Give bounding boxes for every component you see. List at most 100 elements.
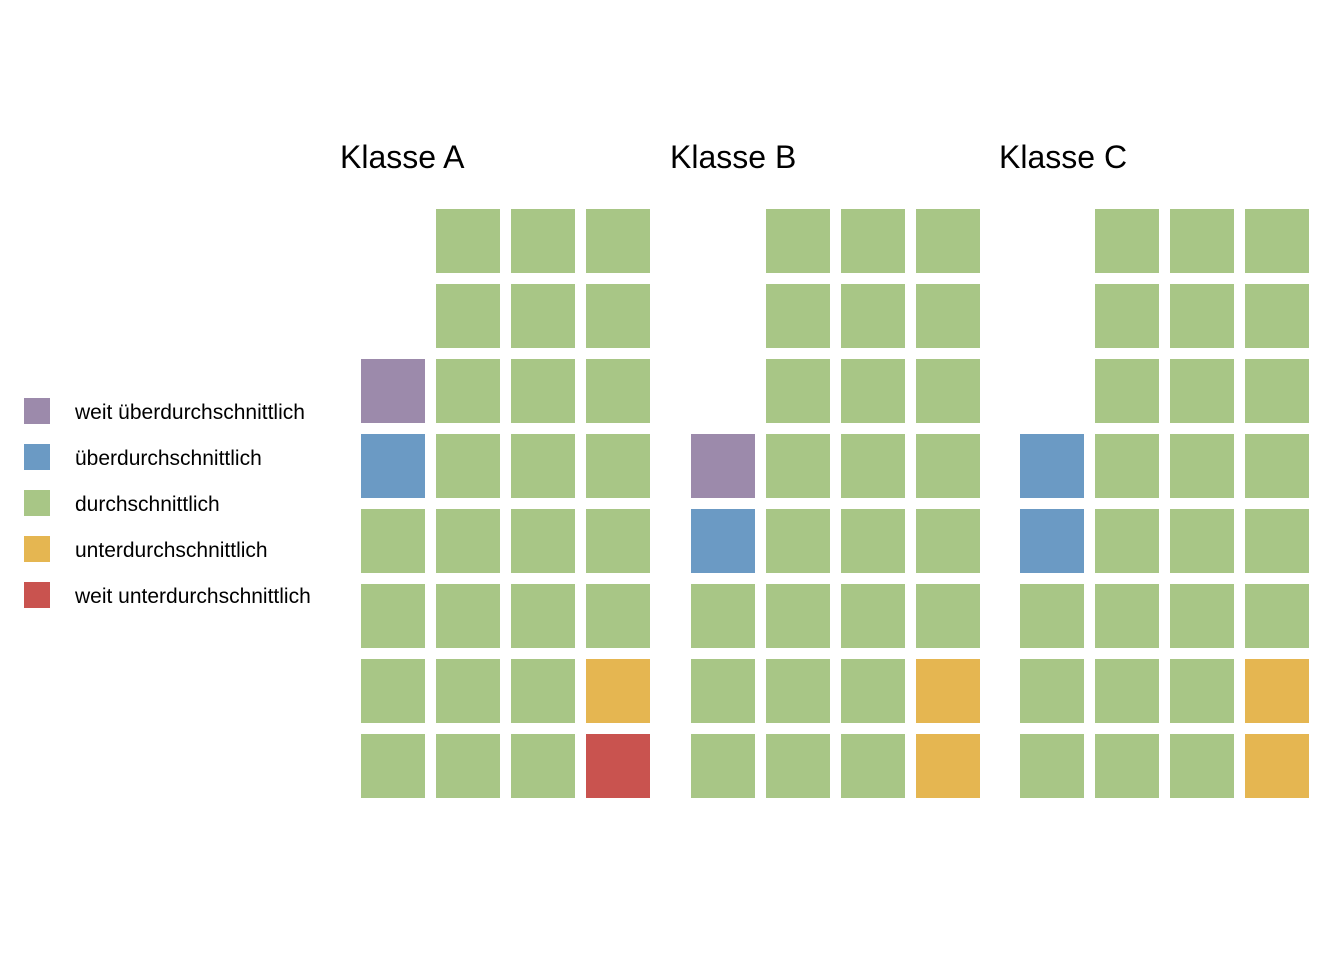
waffle-cell [511, 284, 575, 348]
waffle-cell [1170, 284, 1234, 348]
legend-item: überdurchschnittlich [24, 444, 262, 470]
waffle-cell [1170, 509, 1234, 573]
panel-title: Klasse B [670, 139, 796, 175]
waffle-cell [841, 734, 905, 798]
waffle-cell [586, 359, 650, 423]
waffle-cell [361, 434, 425, 498]
waffle-cell [841, 434, 905, 498]
waffle-cell [1020, 734, 1084, 798]
waffle-cell [1095, 209, 1159, 273]
legend-item: weit unterdurchschnittlich [24, 582, 311, 608]
waffle-cell [1095, 434, 1159, 498]
waffle-cell [841, 509, 905, 573]
waffle-cell [1170, 209, 1234, 273]
waffle-cell [1095, 284, 1159, 348]
waffle-cell [916, 209, 980, 273]
chart-panels: Klasse A Klasse B Klasse C [340, 139, 1309, 798]
legend-label: weit überdurchschnittlich [74, 401, 305, 424]
legend-swatch [24, 490, 50, 516]
waffle-cell [1095, 359, 1159, 423]
waffle-cell [691, 584, 755, 648]
waffle-cell [436, 359, 500, 423]
waffle-cell [586, 284, 650, 348]
legend-swatch [24, 444, 50, 470]
waffle-cell [916, 659, 980, 723]
waffle-cell [916, 284, 980, 348]
waffle-cell [1170, 434, 1234, 498]
waffle-cell [1170, 734, 1234, 798]
waffle-cell [766, 359, 830, 423]
waffle-cell [586, 509, 650, 573]
waffle-cell [766, 284, 830, 348]
waffle-cell [436, 509, 500, 573]
legend-swatch [24, 536, 50, 562]
waffle-cell [1245, 584, 1309, 648]
waffle-cell [841, 284, 905, 348]
legend-label: durchschnittlich [75, 493, 220, 516]
waffle-cell [1170, 584, 1234, 648]
waffle-cell [511, 509, 575, 573]
waffle-cell [1095, 734, 1159, 798]
waffle-cell [916, 509, 980, 573]
waffle-cell [1245, 284, 1309, 348]
waffle-cell [586, 209, 650, 273]
waffle-cell [766, 659, 830, 723]
waffle-cell [841, 359, 905, 423]
waffle-cell [586, 734, 650, 798]
waffle-cell [1245, 434, 1309, 498]
legend-item: unterdurchschnittlich [24, 536, 268, 562]
waffle-cell [1245, 209, 1309, 273]
legend-swatch [24, 398, 50, 424]
panel-klasse-b: Klasse B [670, 139, 980, 798]
waffle-cell [436, 659, 500, 723]
legend: weit überdurchschnittlich überdurchschnit… [24, 398, 311, 608]
legend-label: weit unterdurchschnittlich [74, 585, 311, 608]
waffle-cell [766, 584, 830, 648]
waffle-cell [1020, 659, 1084, 723]
panel-klasse-a: Klasse A [340, 139, 650, 798]
waffle-cell [841, 209, 905, 273]
waffle-cell [511, 584, 575, 648]
waffle-cell [841, 584, 905, 648]
waffle-cell [1245, 359, 1309, 423]
waffle-cell [511, 359, 575, 423]
waffle-cell [1170, 359, 1234, 423]
waffle-cell [436, 209, 500, 273]
waffle-cell [511, 209, 575, 273]
waffle-cell [436, 284, 500, 348]
panel-title: Klasse A [340, 139, 465, 175]
waffle-cell [361, 734, 425, 798]
waffle-cell [1245, 659, 1309, 723]
waffle-cell [1020, 584, 1084, 648]
waffle-cell [436, 434, 500, 498]
waffle-cell [1020, 434, 1084, 498]
waffle-cell [586, 659, 650, 723]
waffle-cell [586, 434, 650, 498]
waffle-cell [511, 734, 575, 798]
waffle-cell [1095, 659, 1159, 723]
legend-item: durchschnittlich [24, 490, 220, 516]
waffle-cell [436, 584, 500, 648]
panel-klasse-c: Klasse C [999, 139, 1309, 798]
waffle-cell [766, 509, 830, 573]
waffle-cell [916, 584, 980, 648]
waffle-cell [766, 734, 830, 798]
waffle-cell [691, 434, 755, 498]
waffle-cell [1245, 734, 1309, 798]
waffle-cell [766, 209, 830, 273]
panel-title: Klasse C [999, 139, 1127, 175]
waffle-cell [691, 734, 755, 798]
waffle-cell [1095, 509, 1159, 573]
waffle-cell [511, 659, 575, 723]
waffle-cell [511, 434, 575, 498]
waffle-cell [916, 359, 980, 423]
waffle-cell [1020, 509, 1084, 573]
waffle-cell [766, 434, 830, 498]
legend-item: weit überdurchschnittlich [24, 398, 305, 424]
waffle-cell [1245, 509, 1309, 573]
waffle-cell [691, 509, 755, 573]
waffle-cell [1170, 659, 1234, 723]
legend-label: unterdurchschnittlich [75, 539, 268, 562]
waffle-cell [361, 584, 425, 648]
